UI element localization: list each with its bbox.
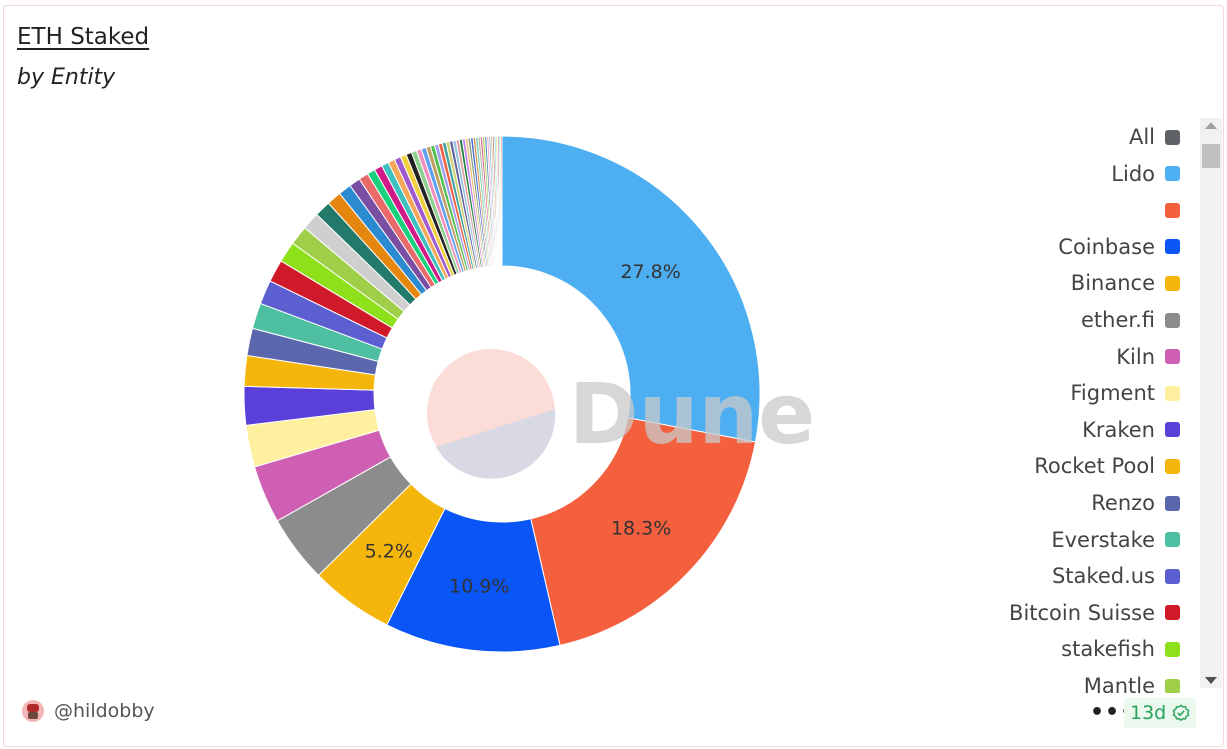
chart-subtitle: by Entity: [17, 65, 116, 90]
age-text: 13d: [1130, 702, 1167, 724]
legend-swatch: [1165, 495, 1180, 511]
legend-label: Staked.us: [1051, 564, 1155, 589]
dune-logo-icon: [427, 349, 556, 479]
scroll-down-arrow-icon[interactable]: [1205, 677, 1217, 684]
legend-label: Mantle: [1083, 674, 1155, 693]
legend-item-kraken[interactable]: Kraken: [1082, 415, 1180, 445]
legend-swatch: [1165, 385, 1180, 401]
legend-item-figment[interactable]: Figment: [1070, 378, 1180, 408]
verified-check-icon: [1172, 704, 1190, 722]
legend-swatch: [1165, 129, 1180, 145]
avatar[interactable]: [22, 700, 44, 722]
slice-data-label: 27.8%: [620, 261, 680, 283]
legend: All Lido Coinbase Binance ether.fi Kiln Figmen…: [900, 118, 1200, 693]
dune-watermark: Dune: [569, 365, 815, 463]
legend-label: Coinbase: [1058, 234, 1155, 259]
legend-swatch: [1165, 202, 1180, 218]
legend-swatch: [1165, 275, 1180, 291]
legend-label: Renzo: [1091, 491, 1155, 515]
legend-swatch: [1165, 605, 1180, 621]
chart-title[interactable]: ETH Staked: [17, 24, 150, 50]
legend-item-lido[interactable]: Lido: [1111, 159, 1180, 189]
legend-label: Bitcoin Suisse: [1009, 600, 1155, 625]
scroll-up-arrow-icon[interactable]: [1205, 122, 1217, 129]
legend-swatch: [1165, 458, 1180, 474]
legend-item-rocket-pool[interactable]: Rocket Pool: [1034, 451, 1180, 481]
legend-scrollbar[interactable]: [1200, 118, 1222, 688]
legend-label: Kraken: [1082, 417, 1155, 442]
legend-label: Everstake: [1051, 527, 1155, 552]
legend-item-mantle[interactable]: Mantle: [1084, 671, 1180, 693]
legend-label: Rocket Pool: [1034, 454, 1155, 479]
slices-group: [243, 135, 761, 653]
legend-item-staked-us[interactable]: Staked.us: [1052, 561, 1180, 591]
slice-data-label: 10.9%: [449, 576, 509, 598]
legend-item-coinbase[interactable]: Coinbase: [1058, 232, 1180, 262]
slice-labels-group: 27.8% 18.3% 10.9% 5.2%: [365, 261, 681, 598]
legend-label: All: [1128, 125, 1155, 149]
legend-swatch: [1165, 568, 1180, 584]
legend-label: Kiln: [1116, 344, 1155, 369]
author[interactable]: @hildobby: [22, 700, 155, 722]
legend-swatch: [1165, 678, 1180, 693]
legend-swatch: [1165, 349, 1180, 365]
age-badge[interactable]: 13d: [1124, 698, 1197, 728]
legend-swatch: [1165, 312, 1180, 328]
legend-item-all[interactable]: All: [1129, 122, 1180, 152]
slice-data-label: 18.3%: [611, 518, 671, 540]
legend-label: stakefish: [1061, 637, 1155, 662]
legend-item-2[interactable]: [1155, 195, 1180, 225]
pie-slice-1[interactable]: [530, 417, 757, 646]
scroll-thumb[interactable]: [1202, 144, 1220, 168]
legend-item-renzo[interactable]: Renzo: [1091, 488, 1180, 518]
legend-label: ether.fi: [1081, 308, 1155, 332]
pie-slice-lido[interactable]: [501, 135, 761, 443]
author-username[interactable]: @hildobby: [54, 700, 155, 722]
slice-data-label: 5.2%: [365, 540, 413, 562]
legend-item-bitcoin-suisse[interactable]: Bitcoin Suisse: [1009, 598, 1180, 628]
legend-label: Figment: [1070, 381, 1155, 406]
legend-item-kiln[interactable]: Kiln: [1116, 342, 1180, 372]
legend-item-stakefish[interactable]: stakefish: [1061, 634, 1180, 664]
legend-swatch: [1165, 641, 1180, 657]
pie-slice-59[interactable]: [500, 135, 503, 267]
legend-item-everstake[interactable]: Everstake: [1051, 525, 1180, 555]
legend-item-ether-fi[interactable]: ether.fi: [1081, 305, 1180, 335]
legend-swatch: [1165, 422, 1180, 438]
legend-swatch: [1165, 532, 1180, 548]
legend-swatch: [1165, 239, 1180, 255]
legend-label: Binance: [1070, 271, 1155, 296]
legend-swatch: [1165, 166, 1180, 182]
legend-label: Lido: [1111, 161, 1155, 186]
legend-item-binance[interactable]: Binance: [1071, 268, 1180, 298]
